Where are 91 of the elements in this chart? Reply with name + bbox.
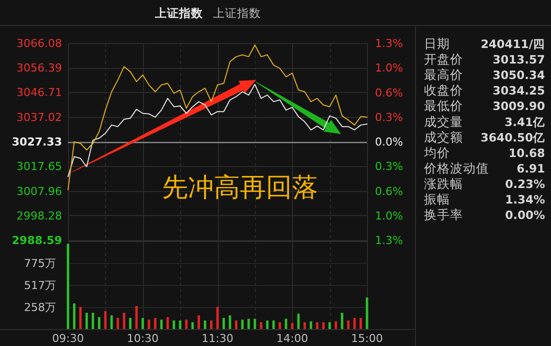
bar	[260, 322, 262, 329]
bar	[154, 318, 156, 329]
y-tick-label: 3046.71	[16, 86, 62, 100]
category-label: 收盘价	[424, 82, 463, 98]
bar	[191, 322, 194, 329]
category-label: 振幅	[424, 192, 450, 206]
text: 3009.90	[492, 99, 545, 114]
bar	[328, 322, 331, 329]
text: 3034.25	[492, 84, 545, 98]
bar	[254, 318, 256, 329]
text: 1.34%	[505, 192, 545, 206]
y-tick-label: 3017.65	[16, 160, 62, 174]
y-tick-label: 3007.96	[16, 184, 62, 198]
bar	[241, 320, 244, 329]
bar	[278, 322, 281, 329]
y2-tick-label: 0.6%	[375, 86, 403, 100]
y-tick-label: 3056.39	[16, 62, 62, 75]
bar	[234, 320, 238, 329]
bar	[272, 320, 275, 329]
category-label: 涨跌幅	[424, 176, 463, 191]
bar	[247, 318, 250, 329]
text: 0.00%	[505, 208, 545, 222]
text: 3.41亿	[504, 114, 545, 129]
category-label: 日期	[424, 36, 450, 51]
bar	[322, 322, 325, 329]
bar	[116, 318, 120, 329]
bar	[316, 322, 318, 329]
bar	[142, 318, 144, 329]
text: 0.23%	[505, 176, 545, 191]
bar	[98, 317, 100, 329]
bar	[73, 303, 76, 329]
text: 6.91	[516, 161, 545, 176]
text: 3640.50亿	[480, 130, 545, 144]
bar	[340, 312, 344, 329]
category-label: 换手率	[424, 207, 463, 222]
y-tick-label: 517万	[24, 278, 56, 292]
category-label: 最低价	[424, 98, 463, 114]
text: 3013.57	[492, 52, 545, 67]
bar	[185, 320, 188, 329]
bar	[160, 320, 163, 329]
y-tick-label: 3037.02	[16, 110, 62, 124]
y2-tick-label: 1.0%	[375, 62, 403, 75]
bar	[334, 321, 338, 329]
x-tick-label: 11:30	[202, 332, 234, 345]
bar	[310, 321, 312, 329]
bar	[347, 320, 350, 329]
chart-subtitle: 上证指数	[213, 6, 261, 20]
y2-tick-label: 0.0%	[375, 136, 403, 148]
x-tick-label: 14:00	[276, 332, 308, 345]
bar	[178, 320, 182, 329]
category-label: 开盘价	[424, 52, 463, 67]
y2-tick-label: 0.3%	[375, 110, 403, 124]
bar	[304, 322, 306, 329]
bar	[210, 320, 212, 329]
category-label: 成交量	[424, 114, 463, 129]
bar	[92, 312, 94, 329]
text: 10.68	[508, 146, 545, 160]
x-tick-label: 09:30	[52, 332, 84, 345]
x-tick-label: 10:30	[126, 332, 159, 345]
bar	[266, 320, 269, 329]
y2-tick-label: 1.0%	[375, 209, 403, 222]
text: 3050.34	[492, 68, 545, 82]
bar	[129, 318, 132, 329]
x-tick-label: 15:00	[351, 332, 383, 345]
y-tick-label: 2998.28	[16, 209, 62, 222]
bar	[222, 318, 225, 329]
category-label: 均价	[423, 144, 450, 160]
y2-tick-label: 1.3%	[375, 234, 403, 247]
bar	[85, 312, 88, 329]
y-tick-label: 3027.33	[12, 136, 62, 149]
bar	[104, 311, 107, 329]
y2-tick-label: 0.3%	[375, 160, 403, 174]
bar	[166, 317, 169, 329]
y2-tick-label: 1.3%	[375, 37, 403, 50]
category-label: 最高价	[424, 67, 463, 82]
y-tick-label: 2988.59	[12, 234, 62, 247]
bar	[122, 312, 126, 329]
y-tick-label: 258万	[24, 301, 56, 314]
text: 240411/四	[480, 37, 545, 51]
bar	[291, 323, 294, 329]
chart-title: 上证指数	[154, 6, 204, 20]
bar	[110, 315, 113, 329]
category-label: 成交额	[424, 129, 463, 144]
y-tick-label: 775万	[24, 256, 56, 270]
bar	[198, 315, 200, 329]
bar	[172, 320, 176, 329]
bar	[360, 318, 362, 329]
y2-tick-label: 0.6%	[375, 184, 403, 198]
category-label: 价格波动值	[423, 160, 489, 176]
y-tick-label: 3066.08	[16, 37, 62, 50]
annotation: 先冲高再回落	[162, 173, 318, 203]
